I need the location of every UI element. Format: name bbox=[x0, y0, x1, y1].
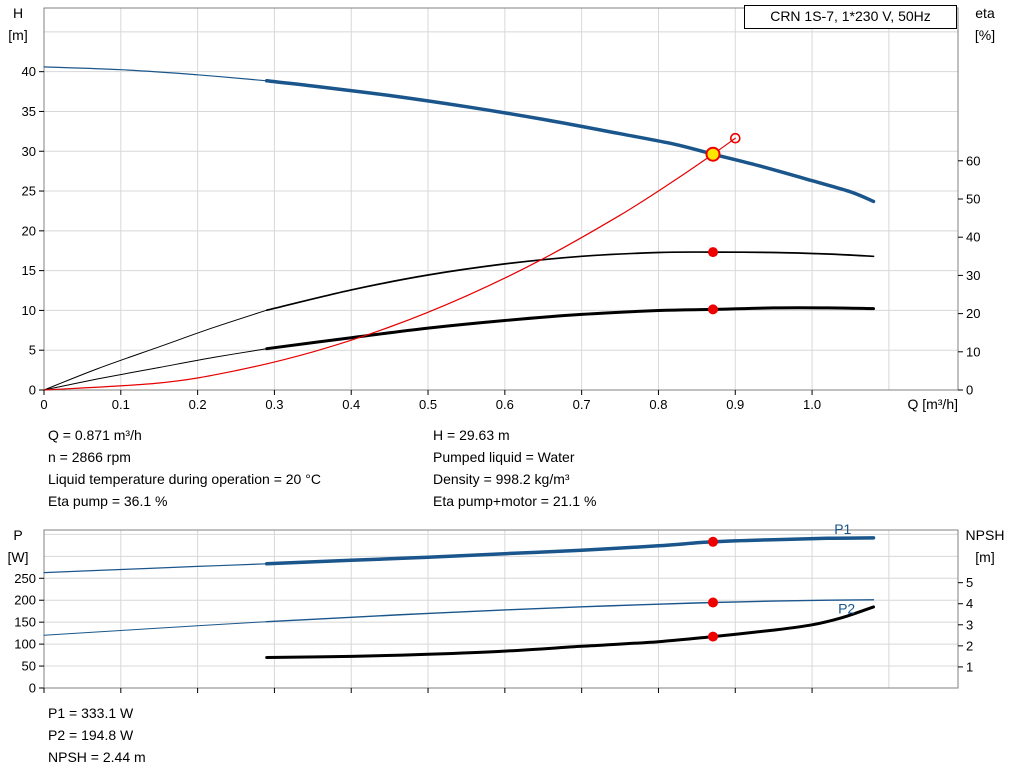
operating-data-left-column: Q = 0.871 m³/h n = 2866 rpm Liquid tempe… bbox=[48, 424, 321, 512]
p2-curve bbox=[266, 599, 875, 623]
svg-text:50: 50 bbox=[22, 659, 36, 674]
curve-label-p2: P2 bbox=[838, 600, 855, 616]
eta-pump-curve bbox=[265, 251, 875, 312]
npsh-curve bbox=[265, 605, 875, 659]
svg-text:0.1: 0.1 bbox=[112, 397, 130, 412]
svg-text:0.4: 0.4 bbox=[342, 397, 360, 412]
svg-text:0.3: 0.3 bbox=[265, 397, 283, 412]
svg-text:0: 0 bbox=[29, 383, 36, 398]
eta-pump-motor-value: Eta pump+motor = 21.1 % bbox=[433, 493, 597, 509]
power-data-column: P1 = 333.1 W P2 = 194.8 W NPSH = 2.44 m bbox=[48, 702, 146, 768]
svg-text:0.6: 0.6 bbox=[496, 397, 514, 412]
svg-text:4: 4 bbox=[966, 596, 973, 611]
svg-text:H: H bbox=[13, 5, 23, 21]
svg-text:NPSH: NPSH bbox=[966, 527, 1005, 543]
svg-text:eta: eta bbox=[975, 5, 995, 21]
svg-text:1.0: 1.0 bbox=[803, 397, 821, 412]
svg-text:[m]: [m] bbox=[8, 27, 27, 43]
svg-text:20: 20 bbox=[22, 223, 36, 238]
svg-text:5: 5 bbox=[29, 343, 36, 358]
svg-text:60: 60 bbox=[966, 153, 980, 168]
svg-text:[m]: [m] bbox=[975, 549, 994, 565]
svg-text:0: 0 bbox=[40, 397, 47, 412]
svg-text:1: 1 bbox=[966, 659, 973, 674]
svg-text:25: 25 bbox=[22, 184, 36, 199]
duty-point[interactable] bbox=[705, 146, 721, 162]
power-npsh-chart-frame bbox=[43, 529, 959, 689]
p2-point bbox=[708, 597, 718, 608]
svg-text:30: 30 bbox=[966, 268, 980, 283]
qh-eta-chart-grid bbox=[44, 8, 958, 390]
qh-eta-chart-axes: 0 0.1 0.2 0.3 0.4 0.5 0.6 0.7 0.8 0.9 1.0 Q [m³/h] 0… bbox=[8, 5, 995, 412]
p1-min-flow bbox=[43, 563, 268, 574]
h-curve-min-flow bbox=[43, 66, 268, 82]
svg-text:50: 50 bbox=[966, 192, 980, 207]
svg-text:5: 5 bbox=[966, 575, 973, 590]
p2-value: P2 = 194.8 W bbox=[48, 727, 134, 743]
eta-pump-motor-curve bbox=[265, 306, 875, 351]
p1-curve bbox=[264, 536, 876, 566]
npsh-point bbox=[708, 631, 718, 642]
svg-text:2: 2 bbox=[966, 638, 973, 653]
eta-pump-motor-min-flow bbox=[43, 348, 268, 391]
svg-text:10: 10 bbox=[966, 344, 980, 359]
svg-text:0: 0 bbox=[29, 681, 36, 696]
flow-value: Q = 0.871 m³/h bbox=[48, 427, 142, 443]
svg-text:0: 0 bbox=[966, 383, 973, 398]
svg-text:0.7: 0.7 bbox=[573, 397, 591, 412]
svg-text:30: 30 bbox=[22, 144, 36, 159]
power-npsh-chart-axes: 0 50 100 150 200 250 1 2 3 4 5 P [W] NPSH [m] bbox=[8, 527, 1005, 696]
operating-data-right-column: H = 29.63 m Pumped liquid = Water Densit… bbox=[433, 424, 596, 512]
svg-text:0.9: 0.9 bbox=[726, 397, 744, 412]
svg-text:250: 250 bbox=[14, 571, 36, 586]
qh-eta-chart-frame bbox=[43, 7, 959, 391]
svg-text:P: P bbox=[13, 527, 22, 543]
svg-text:3: 3 bbox=[966, 617, 973, 632]
svg-text:0.8: 0.8 bbox=[649, 397, 667, 412]
qh-eta-chart: 0 0.1 0.2 0.3 0.4 0.5 0.6 0.7 0.8 0.9 1.0 Q [m³/h] 0… bbox=[8, 5, 995, 412]
system-curve bbox=[43, 137, 736, 391]
svg-text:Q [m³/h]: Q [m³/h] bbox=[907, 396, 958, 412]
power-npsh-chart: P1 P2 0 50 100 150 200 250 1 2 3 4 5 P [W] NPSH [m] bbox=[8, 521, 1005, 696]
svg-text:40: 40 bbox=[22, 64, 36, 79]
curve-label-p1: P1 bbox=[834, 521, 851, 537]
svg-text:100: 100 bbox=[14, 637, 36, 652]
svg-text:40: 40 bbox=[966, 230, 980, 245]
svg-text:35: 35 bbox=[22, 104, 36, 119]
speed-value: n = 2866 rpm bbox=[48, 449, 131, 465]
svg-text:10: 10 bbox=[22, 303, 36, 318]
svg-text:[W]: [W] bbox=[8, 549, 29, 565]
svg-text:0.2: 0.2 bbox=[189, 397, 207, 412]
density-value: Density = 998.2 kg/m³ bbox=[433, 471, 570, 487]
svg-text:0.5: 0.5 bbox=[419, 397, 437, 412]
npsh-value: NPSH = 2.44 m bbox=[48, 749, 146, 765]
power-npsh-chart-grid bbox=[44, 530, 958, 688]
pumped-liquid-value: Pumped liquid = Water bbox=[433, 449, 575, 465]
head-value: H = 29.63 m bbox=[433, 427, 510, 443]
requested-duty-point bbox=[729, 132, 741, 144]
svg-text:150: 150 bbox=[14, 615, 36, 630]
svg-text:200: 200 bbox=[14, 593, 36, 608]
liquid-temperature-value: Liquid temperature during operation = 20… bbox=[48, 471, 321, 487]
eta-pump-value: Eta pump = 36.1 % bbox=[48, 493, 168, 509]
eta-pump-motor-point bbox=[708, 304, 718, 315]
p1-value: P1 = 333.1 W bbox=[48, 705, 134, 721]
pump-title-box: CRN 1S-7, 1*230 V, 50Hz bbox=[744, 5, 957, 29]
svg-text:15: 15 bbox=[22, 263, 36, 278]
svg-text:20: 20 bbox=[966, 306, 980, 321]
eta-pump-min-flow bbox=[43, 309, 268, 391]
svg-text:[%]: [%] bbox=[975, 27, 995, 43]
h-curve bbox=[264, 79, 876, 204]
p1-point bbox=[708, 536, 718, 547]
eta-pump-point bbox=[708, 247, 718, 258]
p2-min-flow bbox=[43, 621, 268, 636]
